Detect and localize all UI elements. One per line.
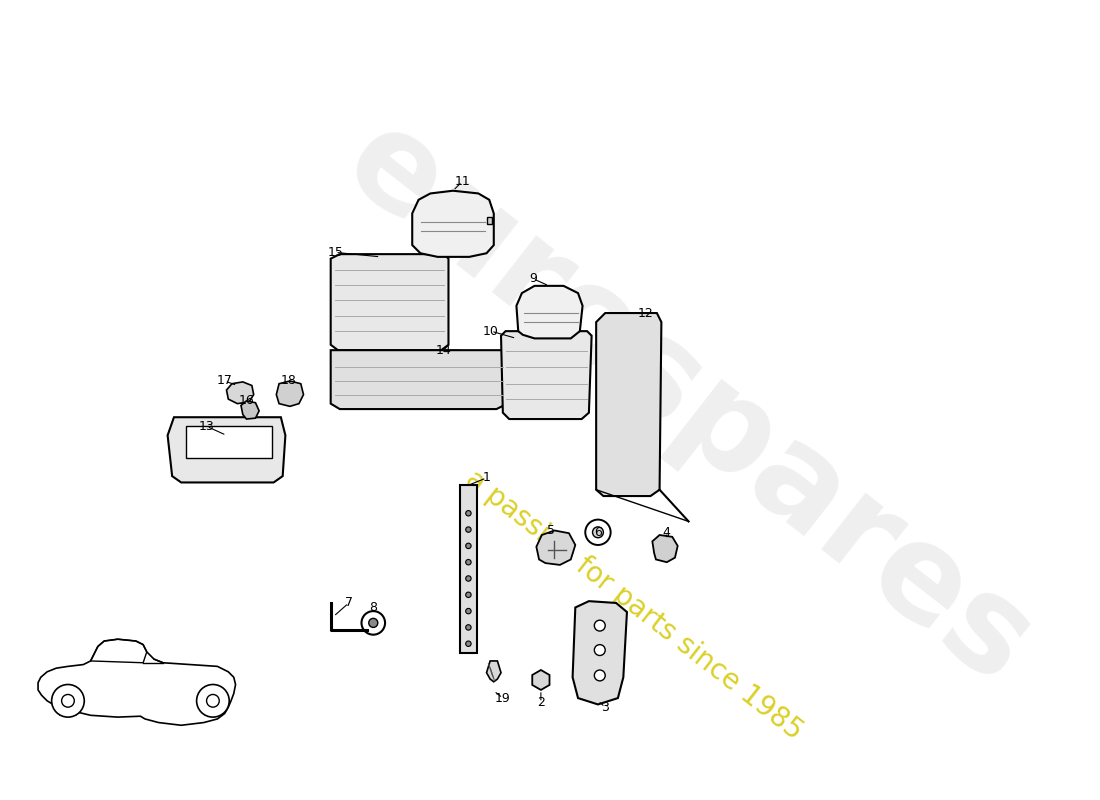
Polygon shape <box>167 418 285 482</box>
Circle shape <box>465 510 471 516</box>
Polygon shape <box>227 382 254 404</box>
Text: 7: 7 <box>344 597 353 610</box>
Text: 9: 9 <box>529 272 537 285</box>
Polygon shape <box>241 401 260 419</box>
Text: 16: 16 <box>239 394 254 406</box>
Polygon shape <box>596 313 661 496</box>
Circle shape <box>465 641 471 646</box>
Polygon shape <box>516 286 583 338</box>
Polygon shape <box>537 530 575 565</box>
Text: 14: 14 <box>436 344 452 357</box>
Text: 5: 5 <box>547 524 554 537</box>
Text: 8: 8 <box>370 601 377 614</box>
Text: 4: 4 <box>662 526 670 538</box>
Polygon shape <box>487 217 492 224</box>
Polygon shape <box>500 331 592 419</box>
Bar <box>460 485 476 653</box>
Text: a passion for parts since 1985: a passion for parts since 1985 <box>460 465 808 745</box>
Text: 19: 19 <box>495 691 510 705</box>
Text: 17: 17 <box>217 374 232 387</box>
Circle shape <box>197 685 229 717</box>
Polygon shape <box>573 601 627 705</box>
Circle shape <box>465 559 471 565</box>
Circle shape <box>585 520 611 545</box>
Text: 15: 15 <box>328 246 343 259</box>
Circle shape <box>52 685 85 717</box>
Circle shape <box>207 694 219 707</box>
Circle shape <box>594 645 605 655</box>
Circle shape <box>593 527 604 538</box>
Circle shape <box>594 620 605 631</box>
Circle shape <box>465 527 471 532</box>
Circle shape <box>594 670 605 681</box>
Polygon shape <box>486 661 500 682</box>
Text: eurospares: eurospares <box>320 97 1056 710</box>
Text: 13: 13 <box>199 420 214 433</box>
Circle shape <box>465 625 471 630</box>
Circle shape <box>362 611 385 634</box>
Polygon shape <box>186 426 272 458</box>
Text: 3: 3 <box>602 701 609 714</box>
Text: 6: 6 <box>594 526 602 538</box>
Polygon shape <box>412 190 494 257</box>
Circle shape <box>368 618 377 627</box>
Polygon shape <box>331 254 449 350</box>
Text: 18: 18 <box>280 374 296 387</box>
Polygon shape <box>652 535 678 562</box>
Text: 12: 12 <box>637 306 653 319</box>
Polygon shape <box>331 350 507 409</box>
Circle shape <box>465 608 471 614</box>
Polygon shape <box>276 381 304 406</box>
Circle shape <box>465 592 471 598</box>
Text: 11: 11 <box>454 175 470 188</box>
Polygon shape <box>532 670 550 690</box>
Circle shape <box>62 694 75 707</box>
Text: 2: 2 <box>537 696 544 709</box>
Circle shape <box>465 543 471 549</box>
Text: 10: 10 <box>483 325 499 338</box>
Text: 1: 1 <box>483 471 491 485</box>
Circle shape <box>465 576 471 582</box>
